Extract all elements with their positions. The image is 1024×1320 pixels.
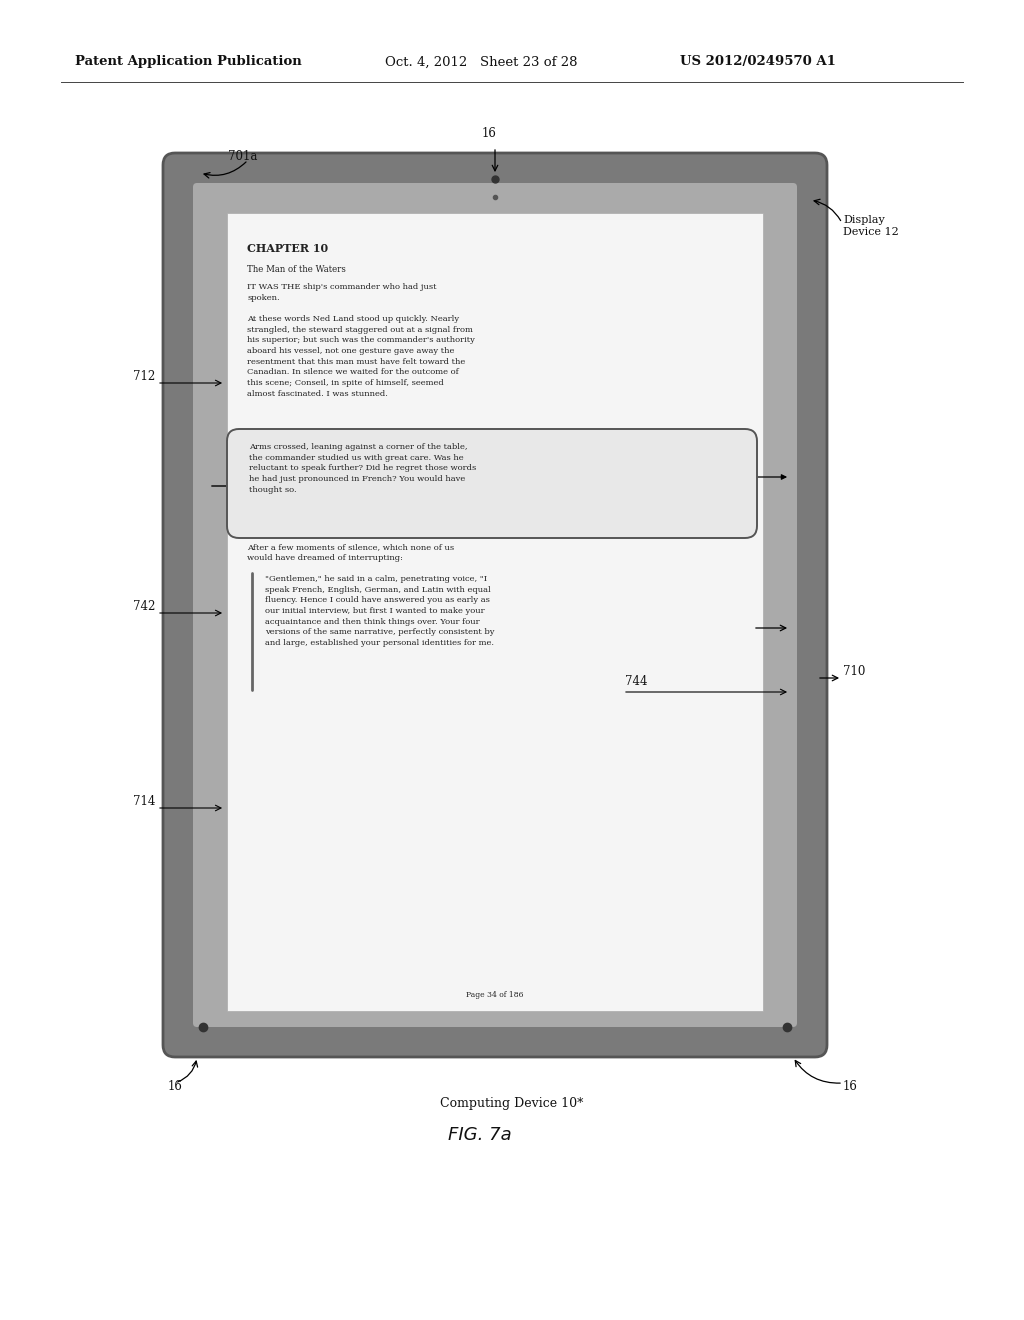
Text: 742: 742 bbox=[133, 601, 155, 612]
Text: "Gentlemen," he said in a calm, penetrating voice, "I
speak French, English, Ger: "Gentlemen," he said in a calm, penetrat… bbox=[265, 576, 495, 647]
Text: The Man of the Waters: The Man of the Waters bbox=[247, 265, 346, 275]
FancyBboxPatch shape bbox=[193, 183, 797, 1027]
Text: IT WAS THE ship's commander who had just
spoken.: IT WAS THE ship's commander who had just… bbox=[247, 282, 436, 302]
FancyBboxPatch shape bbox=[163, 153, 827, 1057]
Text: Patent Application Publication: Patent Application Publication bbox=[75, 55, 302, 69]
Text: At these words Ned Land stood up quickly. Nearly
strangled, the steward staggere: At these words Ned Land stood up quickly… bbox=[247, 315, 475, 397]
Text: 16: 16 bbox=[168, 1080, 182, 1093]
Text: 712: 712 bbox=[133, 370, 155, 383]
Text: 16: 16 bbox=[481, 127, 497, 140]
FancyBboxPatch shape bbox=[227, 213, 763, 1011]
Text: Display
Device 12: Display Device 12 bbox=[843, 215, 899, 238]
Text: Computing Device 10*: Computing Device 10* bbox=[440, 1097, 584, 1110]
Text: 701a: 701a bbox=[228, 150, 257, 164]
Text: 710: 710 bbox=[843, 665, 865, 678]
Text: Page 34 of 186: Page 34 of 186 bbox=[466, 991, 523, 999]
Text: FIG. 7a: FIG. 7a bbox=[449, 1126, 512, 1144]
Text: After a few moments of silence, which none of us
would have dreamed of interrupt: After a few moments of silence, which no… bbox=[247, 543, 454, 562]
Text: Arms crossed, leaning against a corner of the table,
the commander studied us wi: Arms crossed, leaning against a corner o… bbox=[249, 444, 476, 494]
Text: 740: 740 bbox=[625, 459, 647, 473]
FancyBboxPatch shape bbox=[227, 429, 757, 539]
Text: US 2012/0249570 A1: US 2012/0249570 A1 bbox=[680, 55, 836, 69]
Text: 744: 744 bbox=[625, 675, 647, 688]
Text: 714: 714 bbox=[133, 795, 155, 808]
Text: Oct. 4, 2012   Sheet 23 of 28: Oct. 4, 2012 Sheet 23 of 28 bbox=[385, 55, 578, 69]
Text: CHAPTER 10: CHAPTER 10 bbox=[247, 243, 328, 253]
Text: 16: 16 bbox=[843, 1080, 858, 1093]
